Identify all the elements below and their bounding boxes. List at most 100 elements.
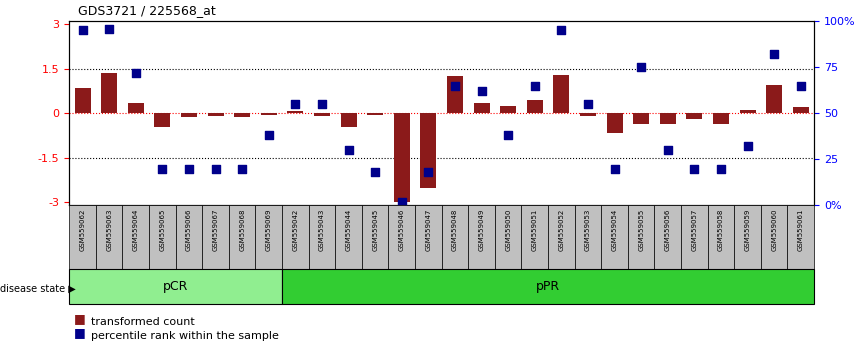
FancyBboxPatch shape (442, 205, 469, 269)
Text: GSM559054: GSM559054 (611, 209, 617, 251)
Point (740, 144, 754, 149)
FancyBboxPatch shape (96, 205, 122, 269)
Point (209, 166, 223, 171)
FancyBboxPatch shape (122, 205, 149, 269)
Bar (101, 73, 117, 113)
Point (75, 28, 89, 33)
Text: GSM559066: GSM559066 (186, 209, 192, 251)
Point (236, 166, 249, 171)
FancyBboxPatch shape (708, 205, 734, 269)
FancyBboxPatch shape (787, 205, 814, 269)
Bar (474, 103, 489, 113)
Bar (208, 113, 223, 116)
Point (767, 52, 781, 57)
Text: GSM559045: GSM559045 (372, 209, 378, 251)
Bar (713, 113, 729, 124)
FancyBboxPatch shape (389, 205, 415, 269)
FancyBboxPatch shape (521, 205, 548, 269)
FancyBboxPatch shape (734, 205, 761, 269)
Text: GSM559061: GSM559061 (798, 209, 804, 251)
Text: GSM559068: GSM559068 (239, 209, 245, 251)
FancyBboxPatch shape (601, 205, 628, 269)
Text: GSM559049: GSM559049 (479, 209, 485, 251)
Point (634, 64, 648, 70)
FancyBboxPatch shape (69, 205, 96, 269)
Text: GSM559053: GSM559053 (585, 209, 591, 251)
Bar (234, 113, 250, 117)
Text: GSM559067: GSM559067 (212, 209, 218, 251)
FancyBboxPatch shape (761, 205, 787, 269)
Text: ■: ■ (74, 326, 86, 339)
Point (714, 166, 727, 171)
FancyBboxPatch shape (229, 205, 255, 269)
FancyBboxPatch shape (176, 205, 203, 269)
Bar (340, 113, 357, 127)
Bar (154, 113, 171, 127)
Point (288, 101, 302, 107)
Text: ■: ■ (74, 312, 86, 325)
Text: GSM559056: GSM559056 (665, 209, 671, 251)
Text: GSM559063: GSM559063 (107, 209, 113, 251)
Bar (181, 113, 197, 117)
Bar (288, 111, 303, 113)
Point (688, 166, 701, 171)
Text: GSM559044: GSM559044 (346, 209, 352, 251)
FancyBboxPatch shape (681, 205, 708, 269)
Bar (501, 106, 516, 113)
Text: GSM559064: GSM559064 (132, 209, 139, 251)
Point (262, 132, 275, 138)
Point (554, 28, 568, 33)
Bar (606, 113, 623, 133)
Point (475, 88, 488, 94)
Bar (447, 76, 463, 113)
Bar (633, 113, 650, 124)
Bar (580, 113, 596, 116)
FancyBboxPatch shape (628, 205, 655, 269)
Bar (660, 113, 675, 124)
FancyBboxPatch shape (469, 205, 494, 269)
Text: disease state ▶: disease state ▶ (0, 284, 75, 294)
Point (794, 83, 808, 88)
Bar (314, 113, 330, 116)
Point (448, 83, 462, 88)
FancyBboxPatch shape (362, 205, 389, 269)
FancyBboxPatch shape (575, 205, 601, 269)
Point (422, 169, 436, 175)
Bar (367, 113, 383, 115)
Text: GSM559055: GSM559055 (638, 209, 644, 251)
FancyBboxPatch shape (548, 205, 575, 269)
Text: GSM559048: GSM559048 (452, 209, 458, 251)
FancyBboxPatch shape (282, 205, 308, 269)
Bar (527, 100, 543, 113)
Text: GDS3721 / 225568_at: GDS3721 / 225568_at (78, 4, 216, 17)
Point (342, 147, 356, 153)
Bar (792, 107, 809, 113)
FancyBboxPatch shape (282, 269, 814, 304)
Point (608, 166, 622, 171)
Text: GSM559052: GSM559052 (559, 209, 565, 251)
Bar (74, 88, 91, 113)
Text: pPR: pPR (536, 280, 560, 293)
Point (315, 101, 329, 107)
Text: GSM559051: GSM559051 (532, 209, 538, 251)
FancyBboxPatch shape (415, 205, 442, 269)
Text: GSM559060: GSM559060 (771, 209, 777, 251)
Bar (128, 103, 144, 113)
Point (156, 166, 170, 171)
Text: GSM559046: GSM559046 (398, 209, 404, 251)
Point (368, 169, 382, 175)
Text: GSM559062: GSM559062 (80, 209, 86, 251)
Text: GSM559050: GSM559050 (505, 209, 511, 251)
FancyBboxPatch shape (149, 205, 176, 269)
FancyBboxPatch shape (308, 205, 335, 269)
FancyBboxPatch shape (203, 205, 229, 269)
Bar (261, 113, 277, 115)
Bar (766, 85, 782, 113)
Text: GSM559047: GSM559047 (425, 209, 431, 251)
Point (661, 147, 675, 153)
FancyBboxPatch shape (69, 269, 282, 304)
Text: pCR: pCR (163, 280, 189, 293)
Point (527, 83, 542, 88)
Text: transformed count: transformed count (91, 317, 195, 327)
Bar (740, 110, 755, 113)
